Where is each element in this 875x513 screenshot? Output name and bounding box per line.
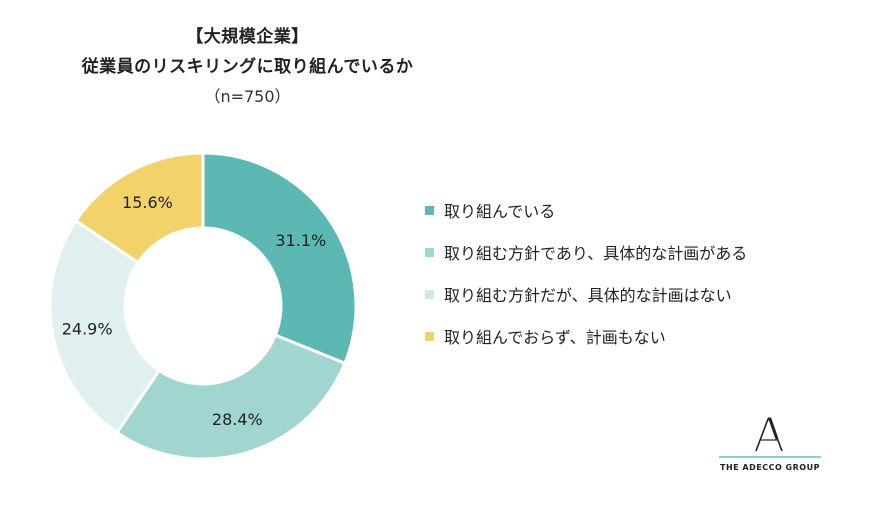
- adecco-a-logo-icon: [755, 417, 783, 452]
- donut-slice-2: [114, 333, 347, 461]
- legend-swatch-4: [425, 331, 434, 341]
- data-label-3: 24.9%: [62, 319, 113, 338]
- logo-text: THE ADECCO GROUP: [720, 463, 820, 472]
- chart-title-line1: 【大規模企業】: [186, 27, 309, 47]
- legend-item-4: 取り組んでおらず、計画もない: [425, 326, 747, 347]
- legend-item-1: 取り組んでいる: [425, 200, 747, 221]
- chart-title-block: 【大規模企業】 従業員のリスキリングに取り組んでいるか （n=750）: [60, 22, 435, 112]
- legend-label-2: 取り組む方針であり、具体的な計画がある: [444, 244, 748, 263]
- legend-label-3: 取り組む方針だが、具体的な計画はない: [444, 286, 732, 305]
- legend-item-3: 取り組む方針だが、具体的な計画はない: [425, 284, 747, 305]
- donut-slice-4: [73, 151, 205, 265]
- legend-label-4: 取り組んでおらず、計画もない: [444, 328, 666, 347]
- legend-swatch-1: [425, 205, 434, 215]
- logo-divider: [719, 456, 821, 458]
- donut-slice-3: [48, 218, 162, 435]
- data-label-1: 31.1%: [275, 231, 326, 250]
- chart-legend: 取り組んでいる取り組む方針であり、具体的な計画がある 取り組む方針だが、具体的な計…: [425, 200, 747, 368]
- adecco-logo: THE ADECCO GROUP: [715, 415, 825, 475]
- donut-slice-1: [201, 151, 358, 366]
- legend-swatch-2: [425, 247, 434, 257]
- data-label-4: 15.6%: [122, 193, 173, 212]
- legend-item-2: 取り組む方針であり、具体的な計画がある: [425, 242, 748, 263]
- legend-swatch-3: [425, 289, 434, 299]
- chart-sample-size: （n=750）: [204, 87, 291, 106]
- data-label-2: 28.4%: [212, 410, 263, 429]
- legend-label-1: 取り組んでいる: [444, 202, 556, 221]
- chart-title-line2: 従業員のリスキリングに取り組んでいるか: [81, 57, 414, 77]
